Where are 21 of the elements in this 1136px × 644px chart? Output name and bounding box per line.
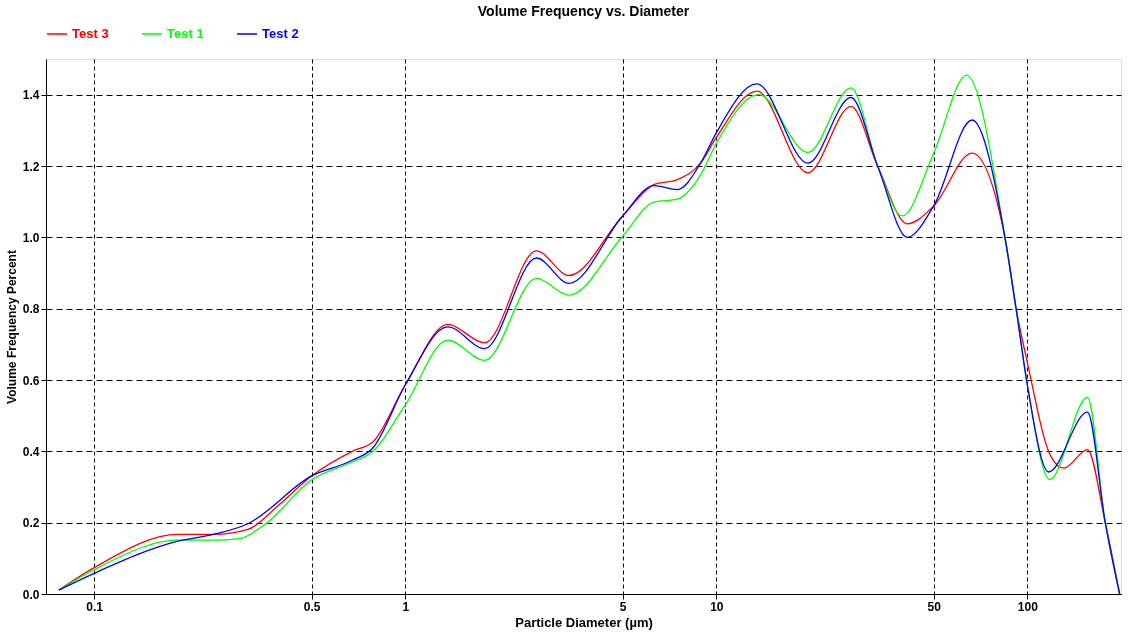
legend-label: Test 3	[72, 26, 109, 41]
y-tick-label: 1.4	[22, 88, 40, 103]
x-tick-label: 1	[402, 599, 410, 614]
y-tick-label: 0.2	[22, 516, 40, 531]
x-tick-label: 5	[619, 599, 627, 614]
chart-title: Volume Frequency vs. Diameter	[477, 3, 690, 19]
x-axis-title: Particle Diameter (µm)	[515, 614, 653, 630]
y-tick-label: 0.8	[22, 302, 40, 317]
y-tick-label: 1.0	[22, 230, 40, 245]
y-tick-label: 1.2	[22, 159, 40, 174]
x-tick-label: 50	[927, 599, 942, 614]
x-tick-label: 10	[710, 599, 724, 614]
y-tick-label: 0.0	[22, 587, 40, 602]
y-tick-label: 0.4	[22, 444, 40, 459]
y-tick-label: 0.6	[22, 373, 40, 388]
x-tick-label: 0.5	[303, 599, 321, 614]
x-tick-label: 0.1	[86, 599, 104, 614]
legend-label: Test 2	[262, 26, 299, 41]
y-axis-title: Volume Frequency Percent	[4, 250, 19, 404]
x-tick-label: 100	[1017, 599, 1039, 614]
legend-label: Test 1	[167, 26, 204, 41]
